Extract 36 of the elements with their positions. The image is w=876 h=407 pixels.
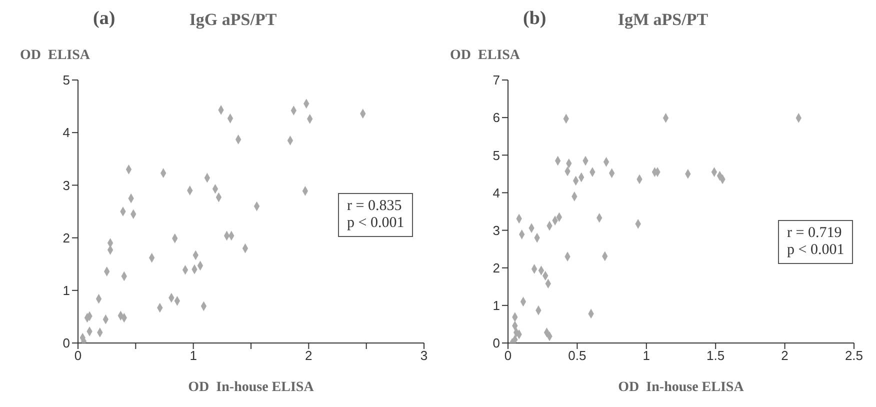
x-tick-label: 0 (74, 348, 82, 364)
text: (a) (93, 8, 116, 30)
y-tick-label: 0 (62, 336, 70, 351)
y-tick-label: 4 (492, 185, 500, 200)
y-tick-label: 2 (62, 230, 70, 246)
x-tick-label: 1 (642, 348, 650, 364)
x-tick-label: 1 (190, 348, 197, 364)
annotation: r = 0.835 (347, 198, 403, 215)
chart-title: IgG aPS/PT (188, 10, 278, 30)
y-tick-label: 1 (492, 298, 500, 314)
y-tick-label: 1 (62, 283, 70, 298)
x-axis-title: OD In-house ELISA (187, 380, 315, 396)
annotation: r = 0.719 (787, 225, 843, 242)
annotation: p < 0.001 (787, 242, 844, 259)
x-tick-label: 3 (420, 348, 428, 364)
y-tick-label: 3 (492, 222, 500, 238)
x-tick-label: 0.5 (568, 348, 586, 364)
y-tick-label: 5 (62, 72, 70, 88)
y-tick-label: 3 (62, 178, 70, 193)
x-tick-label: 2 (781, 348, 788, 364)
y-tick-label: 7 (492, 72, 500, 88)
x-tick-label: 2.5 (844, 348, 864, 364)
y-axis-title: OD ELISA (450, 48, 520, 64)
x-tick-label: 2 (305, 348, 312, 364)
y-tick-label: 5 (492, 148, 500, 163)
x-axis-title: OD In-house ELISA (617, 380, 745, 396)
chart-title: IgM aPS/PT (616, 10, 710, 30)
x-tick-label: 1.5 (706, 348, 725, 364)
x-tick-label: 0 (504, 348, 512, 364)
y-tick-label: 4 (62, 125, 70, 140)
y-tick-label: 0 (492, 336, 500, 351)
y-axis-title: OD ELISA (20, 48, 90, 64)
annotation: p < 0.001 (347, 215, 404, 232)
text: (b) (523, 8, 546, 30)
y-tick-label: 2 (492, 260, 500, 276)
y-tick-label: 6 (492, 110, 500, 126)
